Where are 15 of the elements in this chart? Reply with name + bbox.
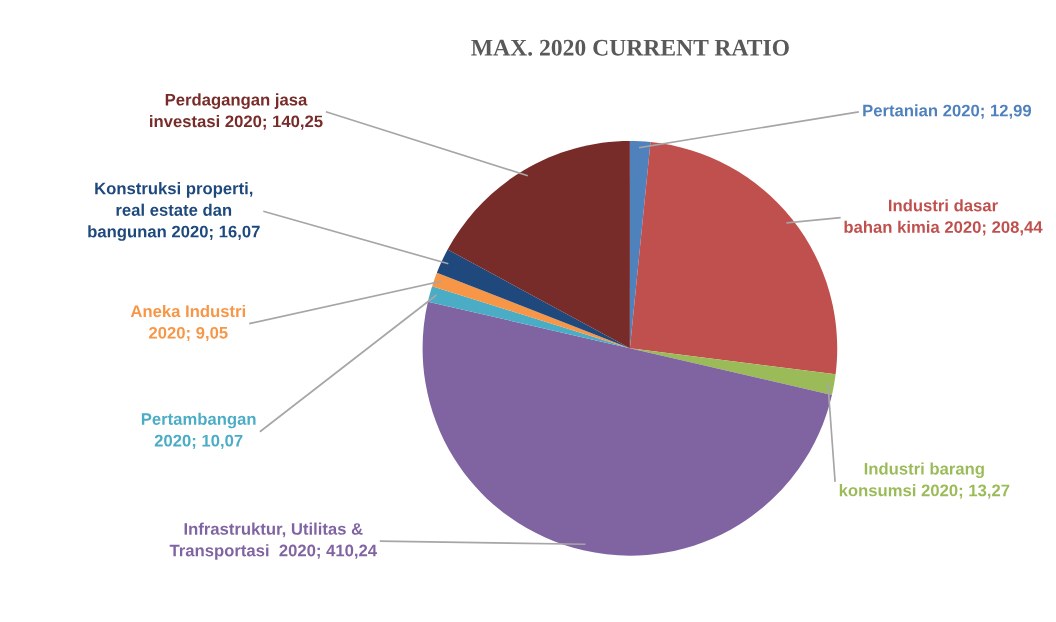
pie-slice: [432, 272, 630, 349]
chart-title: MAX. 2020 CURRENT RATIO: [471, 39, 789, 56]
pie-slice: [436, 249, 630, 349]
slice-label: Konstruksi properti, real estate dan bangunan 2020; 16,07: [88, 182, 260, 241]
slice-label: Perdagangan jasa investasi 2020; 140,25: [150, 93, 323, 130]
slice-label: Aneka Industri 2020; 9,05: [130, 304, 245, 342]
pie-slice: [447, 140, 630, 349]
slice-label: Pertanian 2020; 12,99: [863, 104, 1032, 119]
pie-slice: [629, 142, 838, 375]
slice-label: Industri barang konsumsi 2020; 13,27: [839, 462, 1010, 499]
slice-label: Industri dasar bahan kimia 2020; 208,44: [844, 199, 1043, 236]
pie-slice: [422, 301, 832, 556]
slice-label: Infrastruktur, Utilitas & Transportasi 2020; 410,24: [169, 522, 377, 560]
slice-label: Pertambangan 2020; 10,07: [141, 412, 256, 449]
pie-slice: [427, 286, 630, 349]
